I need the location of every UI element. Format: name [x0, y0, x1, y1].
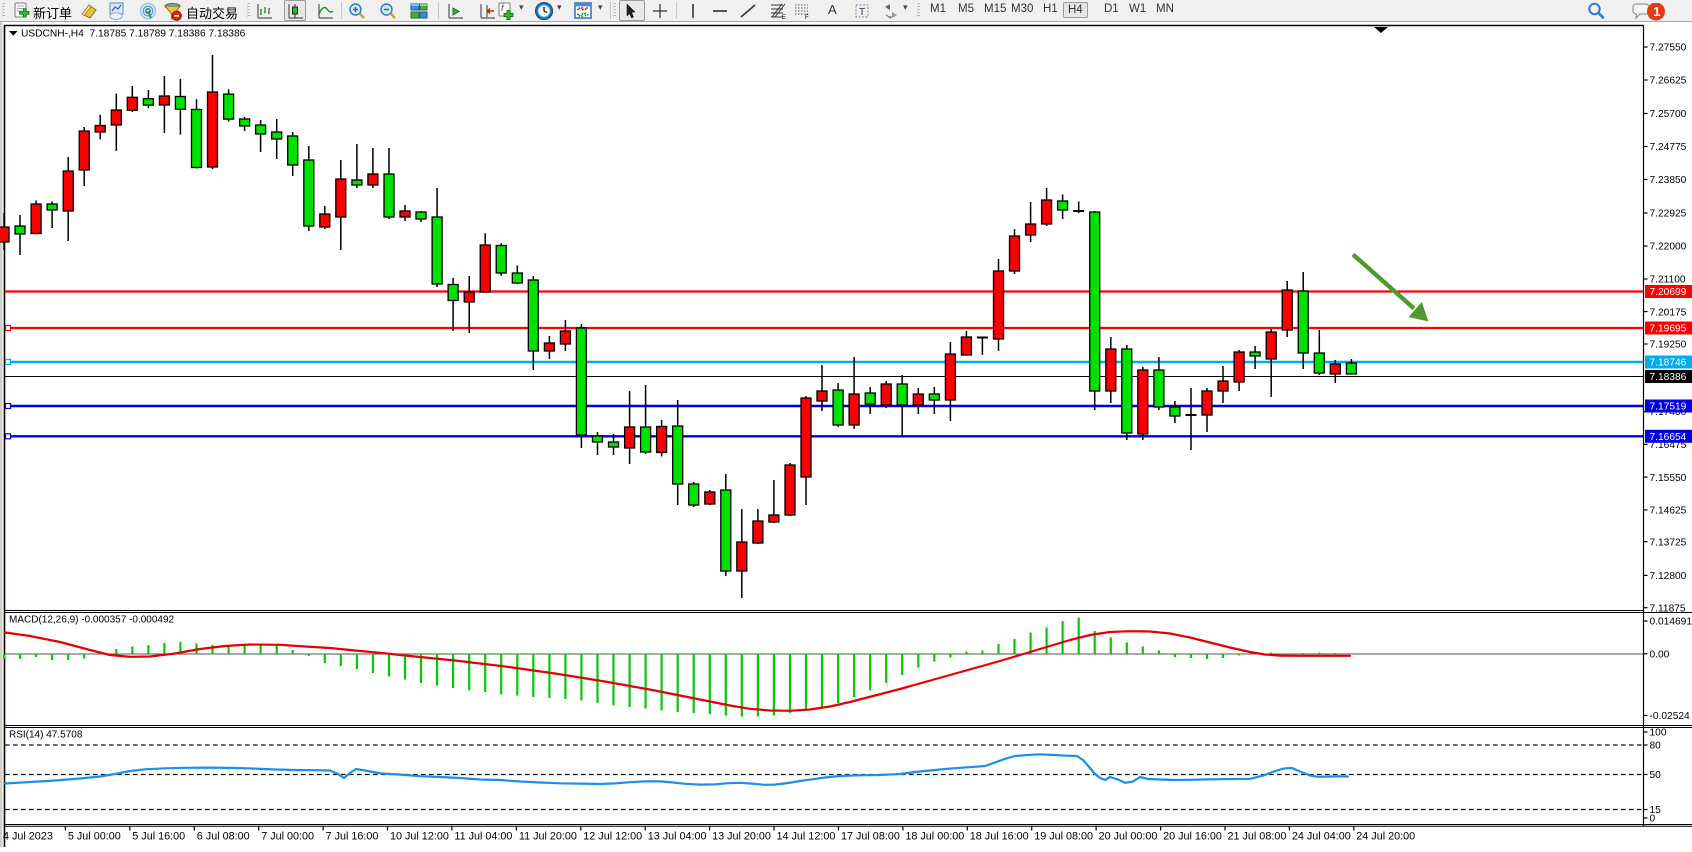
svg-text:12 Jul 12:00: 12 Jul 12:00 [583, 831, 642, 843]
svg-text:7.17519: 7.17519 [1650, 402, 1687, 413]
svg-text:-0.02524: -0.02524 [1650, 711, 1691, 722]
svg-text:100: 100 [1650, 728, 1667, 739]
svg-text:T: T [859, 7, 865, 18]
svg-text:20 Jul 00:00: 20 Jul 00:00 [1099, 831, 1158, 843]
svg-text:14 Jul 12:00: 14 Jul 12:00 [777, 831, 836, 843]
svg-text:7.20175: 7.20175 [1650, 307, 1687, 318]
svg-text:7 Jul 16:00: 7 Jul 16:00 [326, 831, 379, 843]
svg-text:18 Jul 16:00: 18 Jul 16:00 [970, 831, 1029, 843]
svg-text:F: F [805, 15, 809, 20]
svg-text:7.13725: 7.13725 [1650, 537, 1687, 548]
svg-text:7.23850: 7.23850 [1650, 175, 1687, 186]
svg-text:50: 50 [1650, 770, 1662, 781]
svg-text:7.20699: 7.20699 [1650, 287, 1687, 298]
svg-text:0.00: 0.00 [1650, 650, 1670, 661]
svg-text:5 Jul 00:00: 5 Jul 00:00 [68, 831, 121, 843]
svg-text:11 Jul 04:00: 11 Jul 04:00 [454, 831, 512, 843]
svg-text:7 Jul 00:00: 7 Jul 00:00 [261, 831, 314, 843]
svg-text:7.27550: 7.27550 [1650, 43, 1687, 54]
svg-text:18 Jul 00:00: 18 Jul 00:00 [905, 831, 964, 843]
svg-text:20 Jul 16:00: 20 Jul 16:00 [1163, 831, 1222, 843]
svg-text:7.18386: 7.18386 [1650, 372, 1687, 383]
svg-text:7.15550: 7.15550 [1650, 473, 1687, 484]
svg-text:24 Jul 20:00: 24 Jul 20:00 [1356, 831, 1415, 843]
svg-text:0.014691: 0.014691 [1650, 617, 1692, 628]
svg-text:4 Jul 2023: 4 Jul 2023 [3, 831, 53, 843]
svg-text:11 Jul 20:00: 11 Jul 20:00 [519, 831, 577, 843]
svg-text:7.22925: 7.22925 [1650, 209, 1687, 220]
svg-text:RSI(14) 47.5708: RSI(14) 47.5708 [9, 730, 83, 741]
svg-text:MACD(12,26,9) -0.000357 -0.000: MACD(12,26,9) -0.000357 -0.000492 [9, 615, 175, 626]
svg-text:80: 80 [1650, 741, 1662, 752]
svg-text:7.14625: 7.14625 [1650, 506, 1687, 517]
svg-text:7.12800: 7.12800 [1650, 571, 1687, 582]
svg-text:7.22000: 7.22000 [1650, 242, 1687, 253]
svg-text:USDCNH-,H4 7.18785 7.18789 7.: USDCNH-,H4 7.18785 7.18789 7.18386 7.183… [21, 29, 246, 40]
svg-text:13 Jul 04:00: 13 Jul 04:00 [648, 831, 707, 843]
svg-text:19 Jul 08:00: 19 Jul 08:00 [1034, 831, 1093, 843]
svg-text:7.21100: 7.21100 [1650, 275, 1686, 286]
svg-text:7.26625: 7.26625 [1650, 76, 1687, 87]
svg-text:6 Jul 08:00: 6 Jul 08:00 [197, 831, 250, 843]
svg-text:24 Jul 04:00: 24 Jul 04:00 [1292, 831, 1351, 843]
svg-text:7.19695: 7.19695 [1650, 324, 1687, 335]
svg-text:7.25700: 7.25700 [1650, 109, 1687, 120]
svg-text:1: 1 [1653, 4, 1660, 19]
svg-text:7.16654: 7.16654 [1650, 432, 1687, 443]
svg-text:E: E [782, 15, 786, 20]
svg-text:7.19250: 7.19250 [1650, 340, 1687, 351]
svg-text:7.24775: 7.24775 [1650, 142, 1687, 153]
svg-text:13 Jul 20:00: 13 Jul 20:00 [712, 831, 771, 843]
svg-text:7.11875: 7.11875 [1650, 603, 1686, 614]
svg-text:10 Jul 12:00: 10 Jul 12:00 [390, 831, 449, 843]
svg-text:17 Jul 08:00: 17 Jul 08:00 [841, 831, 900, 843]
svg-text:0: 0 [1650, 814, 1656, 825]
svg-text:21 Jul 08:00: 21 Jul 08:00 [1228, 831, 1287, 843]
svg-text:7.18746: 7.18746 [1650, 358, 1687, 369]
svg-text:5 Jul 16:00: 5 Jul 16:00 [132, 831, 185, 843]
